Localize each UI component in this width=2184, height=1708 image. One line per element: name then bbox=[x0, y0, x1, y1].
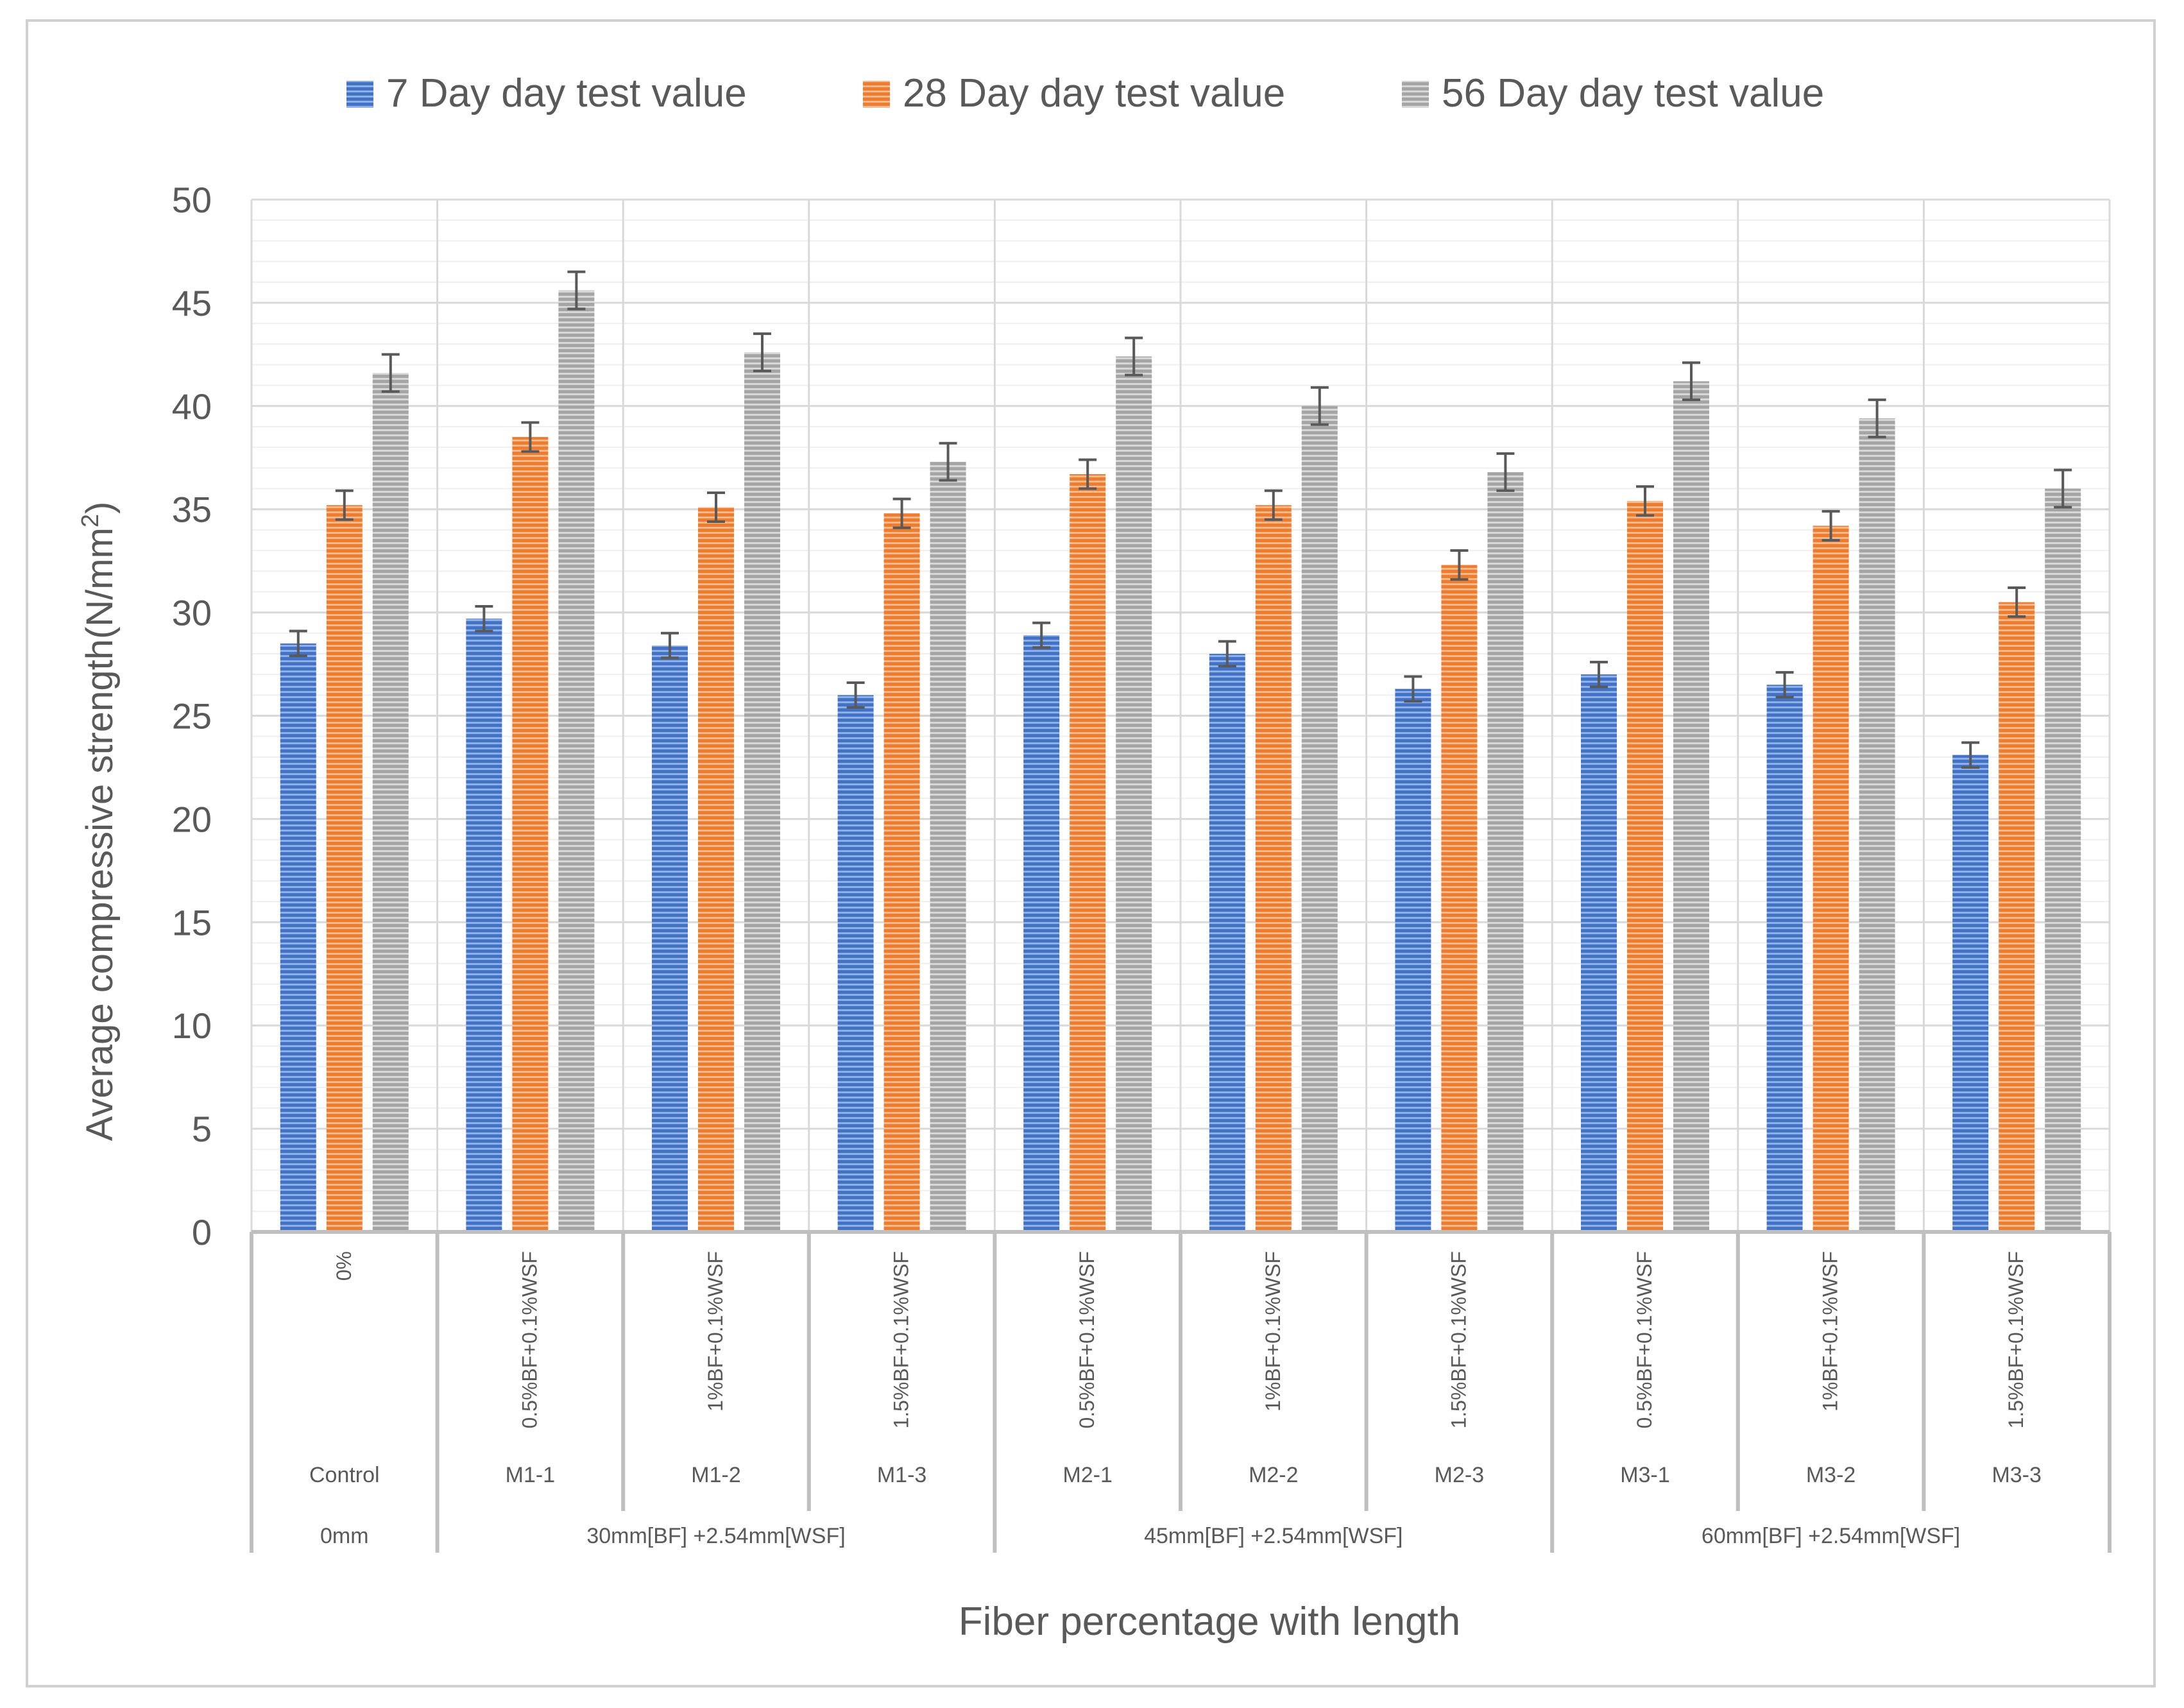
bar-7day-M1-3 bbox=[837, 695, 874, 1232]
bar-56day-M3-1 bbox=[1673, 381, 1709, 1232]
bar-28day-M3-3 bbox=[1999, 602, 2035, 1232]
category-mix-label: 0.5%BF+0.1%WSF bbox=[1633, 1251, 1656, 1429]
y-axis-ticks: 0 5 10 15 20 25 30 35 40 45 50 bbox=[172, 180, 212, 1252]
bar-28day-M2-1 bbox=[1070, 474, 1106, 1232]
category-code-label: M2-2 bbox=[1249, 1463, 1298, 1487]
category-mix-label: 1%BF+0.1%WSF bbox=[1819, 1251, 1842, 1412]
category-code-label: M3-1 bbox=[1620, 1463, 1669, 1487]
group-label: 60mm[BF] +2.54mm[WSF] bbox=[1702, 1524, 1960, 1548]
x-axis: 0% Control 0.5%BF+0.1%WSF M1-1 1%BF+0.1%WSF M… bbox=[250, 1230, 2111, 1553]
group-label: 0mm bbox=[320, 1524, 369, 1548]
bar-28day-M1-3 bbox=[883, 513, 920, 1232]
category-mix-label: 1.5%BF+0.1%WSF bbox=[890, 1251, 913, 1429]
bar-56day-M1-1 bbox=[558, 290, 595, 1232]
bar-56day-Control bbox=[372, 373, 409, 1232]
bar-7day-M2-1 bbox=[1023, 635, 1060, 1232]
bar-7day-M3-1 bbox=[1581, 674, 1617, 1232]
legend-swatch bbox=[1402, 81, 1429, 108]
category-code-label: M2-1 bbox=[1062, 1463, 1112, 1487]
bar-7day-M2-2 bbox=[1209, 653, 1245, 1232]
y-tick-label: 10 bbox=[172, 1005, 212, 1046]
bar-28day-M2-2 bbox=[1255, 505, 1292, 1233]
category-mix-label: 1.5%BF+0.1%WSF bbox=[1447, 1251, 1470, 1429]
category-mix-label: 1%BF+0.1%WSF bbox=[704, 1251, 727, 1412]
bar-28day-M1-2 bbox=[698, 507, 734, 1233]
bar-7day-M1-2 bbox=[652, 645, 688, 1232]
bar-28day-Control bbox=[326, 505, 363, 1233]
legend-swatch bbox=[346, 81, 373, 108]
category-code-label: M2-3 bbox=[1435, 1463, 1484, 1487]
bar-28day-M2-3 bbox=[1441, 565, 1478, 1233]
y-tick-label: 5 bbox=[192, 1109, 212, 1149]
category-code-label: Control bbox=[309, 1463, 380, 1487]
category-code-label: M1-1 bbox=[506, 1463, 555, 1487]
bar-7day-M2-3 bbox=[1395, 688, 1431, 1232]
bar-7day-Control bbox=[280, 643, 316, 1232]
bar-56day-M3-2 bbox=[1859, 418, 1895, 1233]
bar-28day-M3-2 bbox=[1813, 525, 1849, 1232]
bar-56day-M1-3 bbox=[930, 461, 966, 1232]
category-code-label: M1-3 bbox=[877, 1463, 926, 1487]
legend: 7 Day day test value 28 Day day test valu… bbox=[346, 71, 1824, 115]
category-code-label: M3-3 bbox=[1992, 1463, 2041, 1487]
category-mix-label: 1%BF+0.1%WSF bbox=[1261, 1251, 1284, 1412]
y-tick-label: 50 bbox=[172, 180, 212, 220]
y-tick-label: 0 bbox=[192, 1212, 212, 1252]
y-tick-label: 25 bbox=[172, 696, 212, 737]
category-mix-label: 0.5%BF+0.1%WSF bbox=[518, 1251, 541, 1429]
bar-7day-M1-1 bbox=[466, 619, 502, 1232]
y-tick-label: 35 bbox=[172, 490, 212, 530]
y-tick-label: 30 bbox=[172, 593, 212, 633]
y-tick-label: 15 bbox=[172, 902, 212, 943]
bar-7day-M3-3 bbox=[1952, 755, 1989, 1232]
legend-label: 56 Day day test value bbox=[1442, 71, 1824, 115]
legend-label: 7 Day day test value bbox=[386, 71, 747, 115]
category-mix-label: 1.5%BF+0.1%WSF bbox=[2004, 1251, 2027, 1429]
category-mix-label: 0% bbox=[332, 1251, 355, 1281]
y-tick-label: 45 bbox=[172, 283, 212, 323]
y-tick-label: 20 bbox=[172, 799, 212, 839]
category-code-label: M3-2 bbox=[1806, 1463, 1856, 1487]
bar-7day-M3-2 bbox=[1766, 685, 1803, 1232]
legend-swatch bbox=[863, 81, 890, 108]
legend-label: 28 Day day test value bbox=[903, 71, 1285, 115]
bar-56day-M2-1 bbox=[1116, 356, 1152, 1232]
group-label: 45mm[BF] +2.54mm[WSF] bbox=[1144, 1524, 1403, 1548]
bars bbox=[280, 270, 2081, 1233]
category-mix-label: 0.5%BF+0.1%WSF bbox=[1075, 1251, 1098, 1429]
bar-28day-M3-1 bbox=[1627, 500, 1663, 1232]
bar-56day-M3-3 bbox=[2045, 488, 2081, 1232]
bar-28day-M1-1 bbox=[512, 437, 549, 1232]
x-axis-label: Fiber percentage with length bbox=[959, 1600, 1460, 1644]
bar-56day-M2-2 bbox=[1301, 406, 1338, 1232]
bar-56day-M1-2 bbox=[744, 352, 780, 1232]
bar-56day-M2-3 bbox=[1487, 472, 1524, 1232]
y-tick-label: 40 bbox=[172, 386, 212, 427]
y-axis-label: Average compressive strength(N/mm2) bbox=[77, 502, 121, 1141]
category-code-label: M1-2 bbox=[691, 1463, 740, 1487]
group-label: 30mm[BF] +2.54mm[WSF] bbox=[586, 1524, 845, 1548]
